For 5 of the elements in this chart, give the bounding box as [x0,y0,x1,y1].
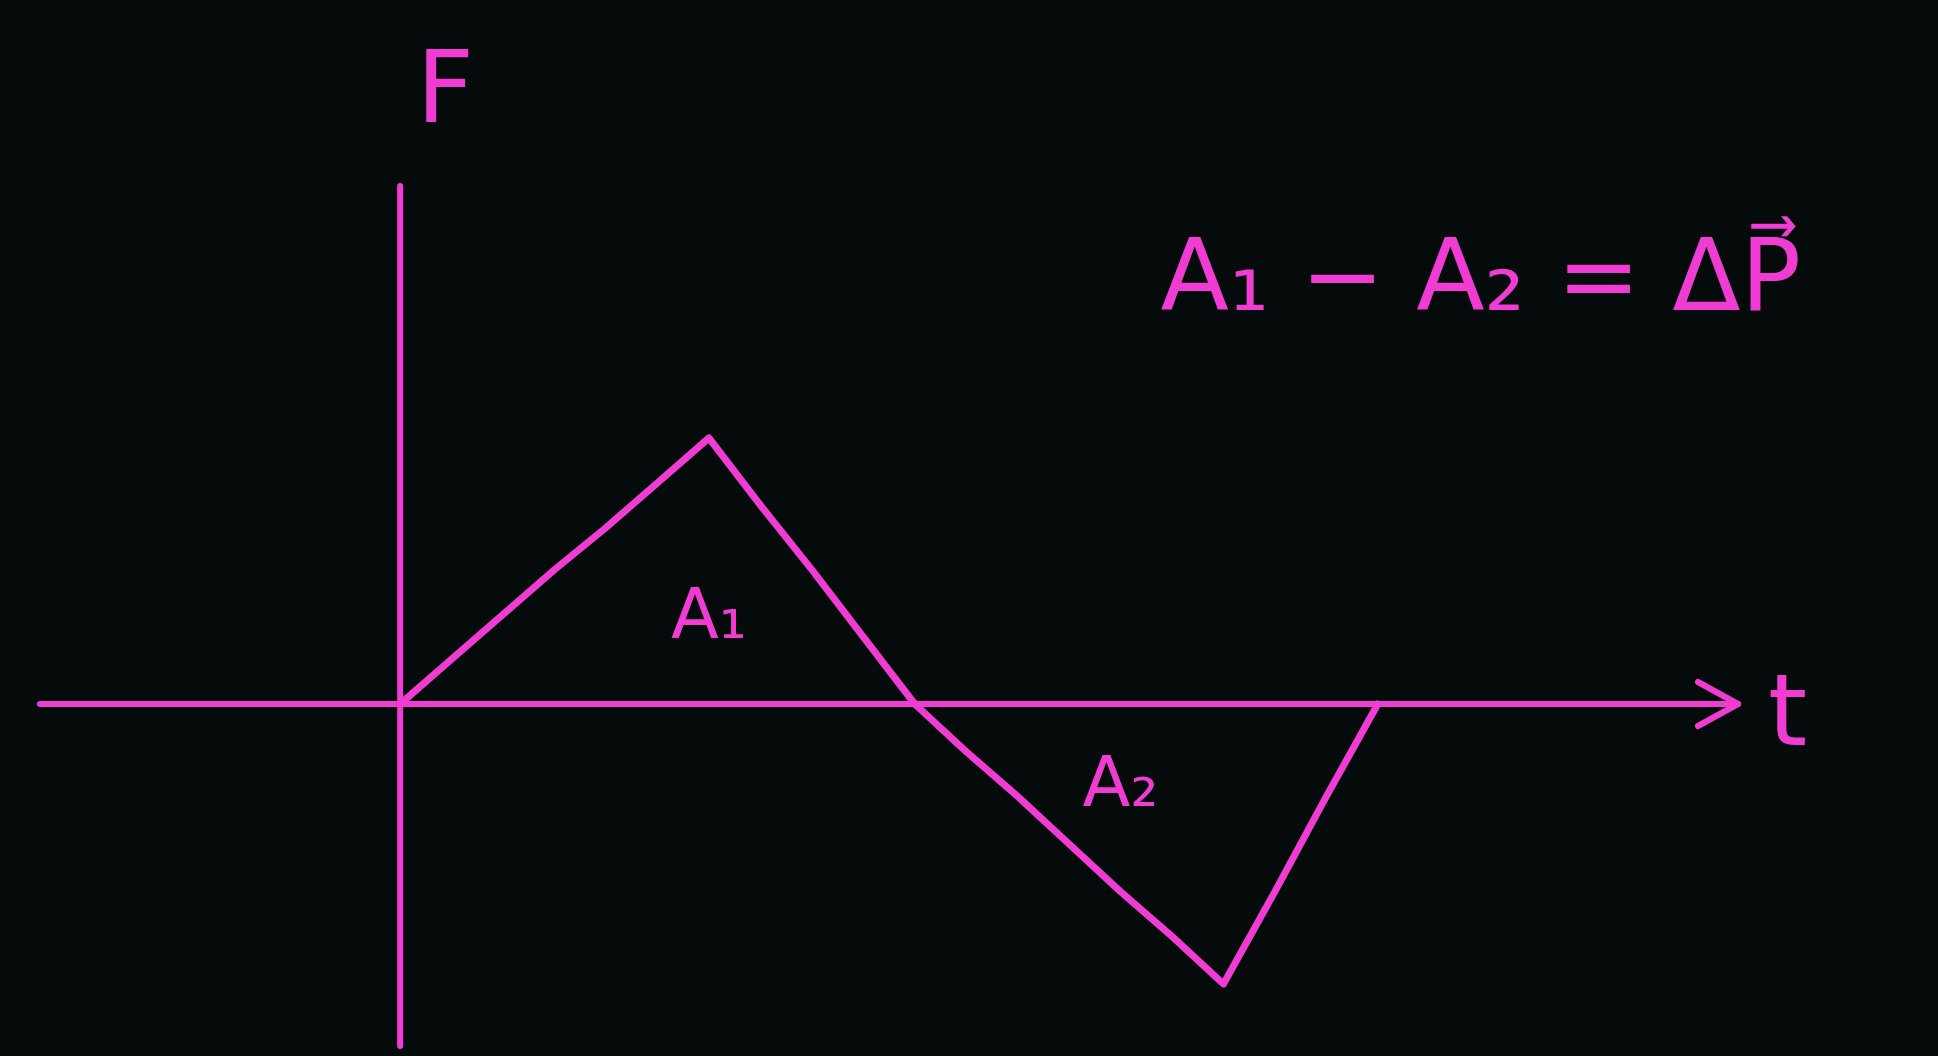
text: A₁ − A₂ = ΔP⃗ [1160,215,1801,334]
annotation: A₁ [670,573,747,656]
y-axis-title: F [416,28,474,146]
x-axis-title: t [1768,651,1808,769]
annotation: A₂ [1082,741,1159,824]
